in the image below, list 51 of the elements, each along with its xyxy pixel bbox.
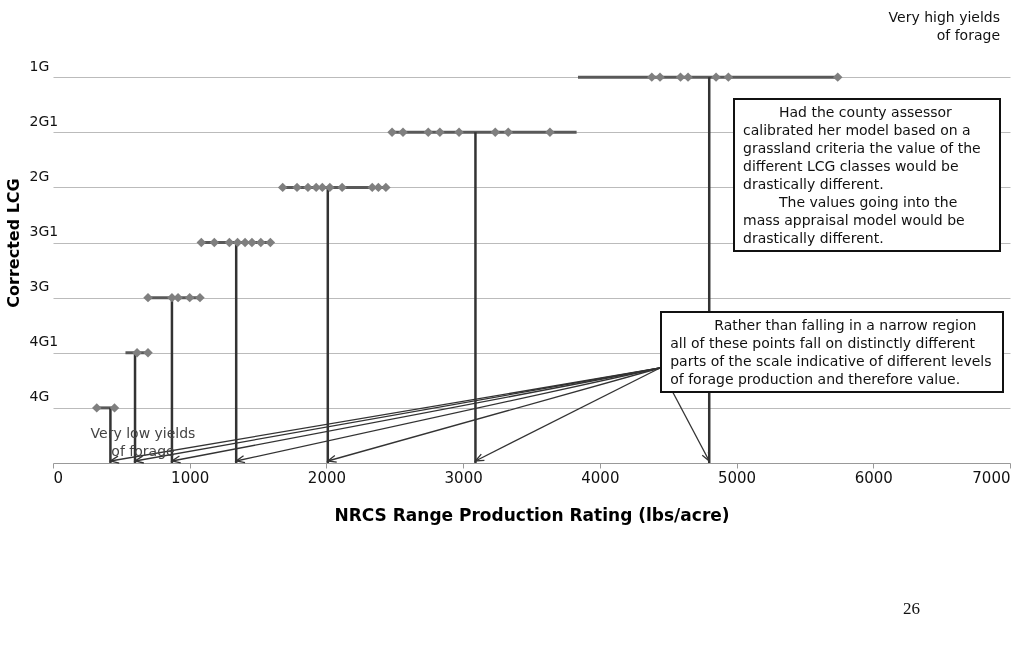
- y-tick-label: 4G: [29, 388, 50, 405]
- point: [454, 127, 464, 137]
- point: [423, 127, 434, 137]
- point: [387, 127, 397, 137]
- point: [143, 348, 153, 358]
- x-tick-label: 1000: [171, 468, 210, 487]
- point: [503, 127, 513, 137]
- point: [303, 182, 313, 193]
- point: [398, 127, 408, 137]
- x-tick-label: 2000: [307, 468, 347, 487]
- x-tick-label: 6000: [854, 468, 893, 487]
- point: [92, 403, 102, 413]
- y-tick-label: 3G1: [29, 223, 59, 239]
- point: [490, 127, 501, 137]
- point: [723, 72, 734, 82]
- y-tick-label: 3G: [29, 278, 50, 295]
- point: [196, 237, 207, 248]
- point: [337, 182, 347, 193]
- y-tick-label: 2G: [29, 167, 50, 184]
- text: 26: [903, 599, 921, 618]
- point: [265, 237, 276, 248]
- text: Very high yields of forage: [887, 8, 1000, 44]
- annotation: Had the county assessor calibrated her model based on a grassland criteria the value of the different LCG classes would be drastically different. The values going into the mass appraisal model would be drastically different.: [743, 103, 982, 247]
- point: [435, 127, 445, 137]
- x-tick-label: 7000: [972, 468, 1011, 487]
- point: [833, 72, 843, 82]
- point: [292, 182, 302, 193]
- x-tick-label: 5000: [717, 468, 757, 487]
- y-tick-label: 2G1: [29, 112, 59, 129]
- annotation: Rather than falling in a narrow region all of these points fall on distinctly different parts of the scale indicative of different levels of forage production and therefore value.: [670, 316, 993, 388]
- point: [381, 182, 391, 193]
- point: [545, 127, 555, 137]
- point: [143, 292, 153, 303]
- point: [195, 292, 205, 303]
- point: [277, 182, 288, 193]
- point: [247, 237, 257, 248]
- y-tick-label: 4G1: [29, 333, 59, 350]
- point: [256, 237, 266, 248]
- x-axis-title: NRCS Range Production Rating (lbs/acre): [334, 504, 730, 525]
- point: [184, 292, 195, 303]
- x-tick-label: 0: [53, 468, 64, 487]
- y-axis-title: Corrected LCG: [3, 178, 23, 308]
- x-tick-label: 4000: [581, 468, 620, 487]
- point: [325, 182, 335, 193]
- point: [132, 348, 142, 358]
- point: [240, 237, 250, 248]
- point: [109, 403, 120, 413]
- y-tick-label: 1G: [29, 57, 50, 74]
- point: [647, 72, 657, 82]
- point: [209, 237, 220, 248]
- x-tick-label: 3000: [444, 468, 483, 487]
